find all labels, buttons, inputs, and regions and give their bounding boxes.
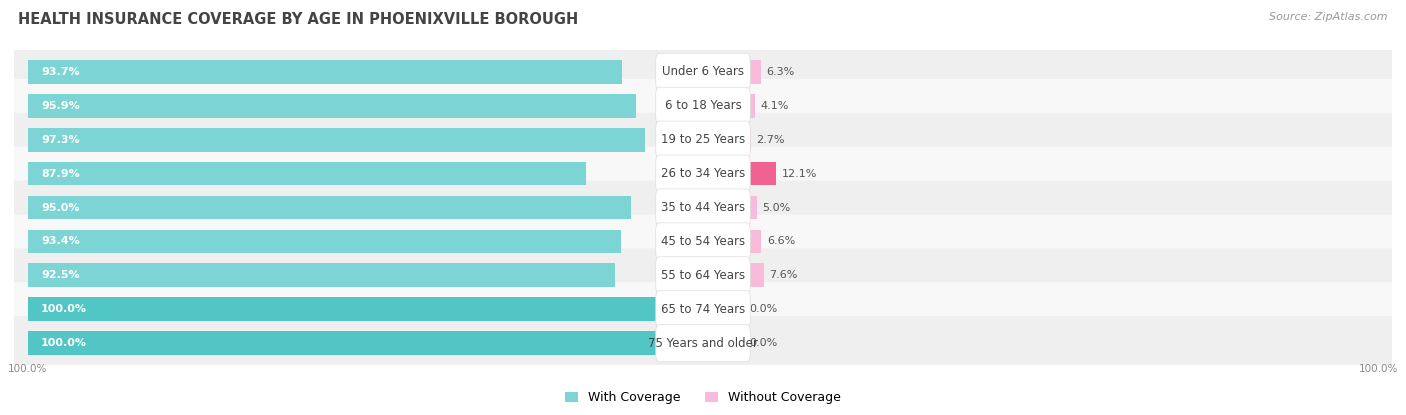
FancyBboxPatch shape <box>655 155 751 192</box>
Bar <box>744 195 756 220</box>
Text: 7.6%: 7.6% <box>769 270 797 280</box>
Bar <box>28 195 631 220</box>
Legend: With Coverage, Without Coverage: With Coverage, Without Coverage <box>561 386 845 410</box>
Bar <box>744 94 755 117</box>
FancyBboxPatch shape <box>10 45 1396 99</box>
Text: 5.0%: 5.0% <box>762 203 790 212</box>
FancyBboxPatch shape <box>10 181 1396 234</box>
FancyBboxPatch shape <box>655 290 751 328</box>
Bar <box>744 229 762 253</box>
FancyBboxPatch shape <box>655 257 751 294</box>
FancyBboxPatch shape <box>10 215 1396 269</box>
Bar <box>744 162 776 186</box>
Text: Source: ZipAtlas.com: Source: ZipAtlas.com <box>1270 12 1388 22</box>
Text: 55 to 64 Years: 55 to 64 Years <box>661 269 745 282</box>
Text: Under 6 Years: Under 6 Years <box>662 65 744 78</box>
Text: 65 to 74 Years: 65 to 74 Years <box>661 303 745 316</box>
Bar <box>744 128 751 151</box>
Text: 35 to 44 Years: 35 to 44 Years <box>661 201 745 214</box>
Bar <box>28 128 645 151</box>
FancyBboxPatch shape <box>655 121 751 158</box>
Text: 100.0%: 100.0% <box>8 364 48 374</box>
Bar <box>28 298 662 321</box>
Bar <box>28 94 637 117</box>
Bar <box>28 229 620 253</box>
FancyBboxPatch shape <box>10 316 1396 370</box>
Text: 26 to 34 Years: 26 to 34 Years <box>661 167 745 180</box>
FancyBboxPatch shape <box>10 113 1396 167</box>
Bar <box>28 162 586 186</box>
Text: 100.0%: 100.0% <box>1358 364 1398 374</box>
FancyBboxPatch shape <box>10 79 1396 133</box>
Bar <box>28 264 614 287</box>
Text: 12.1%: 12.1% <box>782 168 817 178</box>
Text: 45 to 54 Years: 45 to 54 Years <box>661 235 745 248</box>
Text: 93.7%: 93.7% <box>41 67 80 77</box>
Bar <box>28 60 623 84</box>
Text: 95.0%: 95.0% <box>41 203 80 212</box>
Text: 97.3%: 97.3% <box>41 135 80 145</box>
Text: 0.0%: 0.0% <box>749 304 778 314</box>
Bar <box>28 331 662 355</box>
Text: 92.5%: 92.5% <box>41 270 80 280</box>
FancyBboxPatch shape <box>655 87 751 124</box>
Text: 0.0%: 0.0% <box>749 338 778 348</box>
FancyBboxPatch shape <box>655 53 751 90</box>
FancyBboxPatch shape <box>655 325 751 362</box>
FancyBboxPatch shape <box>10 146 1396 200</box>
Text: 75 Years and older: 75 Years and older <box>648 337 758 350</box>
Text: 95.9%: 95.9% <box>41 101 80 111</box>
Bar <box>744 60 761 84</box>
FancyBboxPatch shape <box>10 282 1396 336</box>
Text: 6 to 18 Years: 6 to 18 Years <box>665 99 741 112</box>
FancyBboxPatch shape <box>655 223 751 260</box>
FancyBboxPatch shape <box>10 248 1396 302</box>
FancyBboxPatch shape <box>655 189 751 226</box>
Text: 100.0%: 100.0% <box>41 338 87 348</box>
Text: 6.3%: 6.3% <box>766 67 794 77</box>
Text: HEALTH INSURANCE COVERAGE BY AGE IN PHOENIXVILLE BOROUGH: HEALTH INSURANCE COVERAGE BY AGE IN PHOE… <box>18 12 578 27</box>
Text: 87.9%: 87.9% <box>41 168 80 178</box>
Text: 93.4%: 93.4% <box>41 237 80 247</box>
Bar <box>744 264 763 287</box>
Text: 100.0%: 100.0% <box>41 304 87 314</box>
Text: 6.6%: 6.6% <box>766 237 794 247</box>
Text: 2.7%: 2.7% <box>756 135 785 145</box>
Text: 4.1%: 4.1% <box>761 101 789 111</box>
Text: 19 to 25 Years: 19 to 25 Years <box>661 133 745 146</box>
